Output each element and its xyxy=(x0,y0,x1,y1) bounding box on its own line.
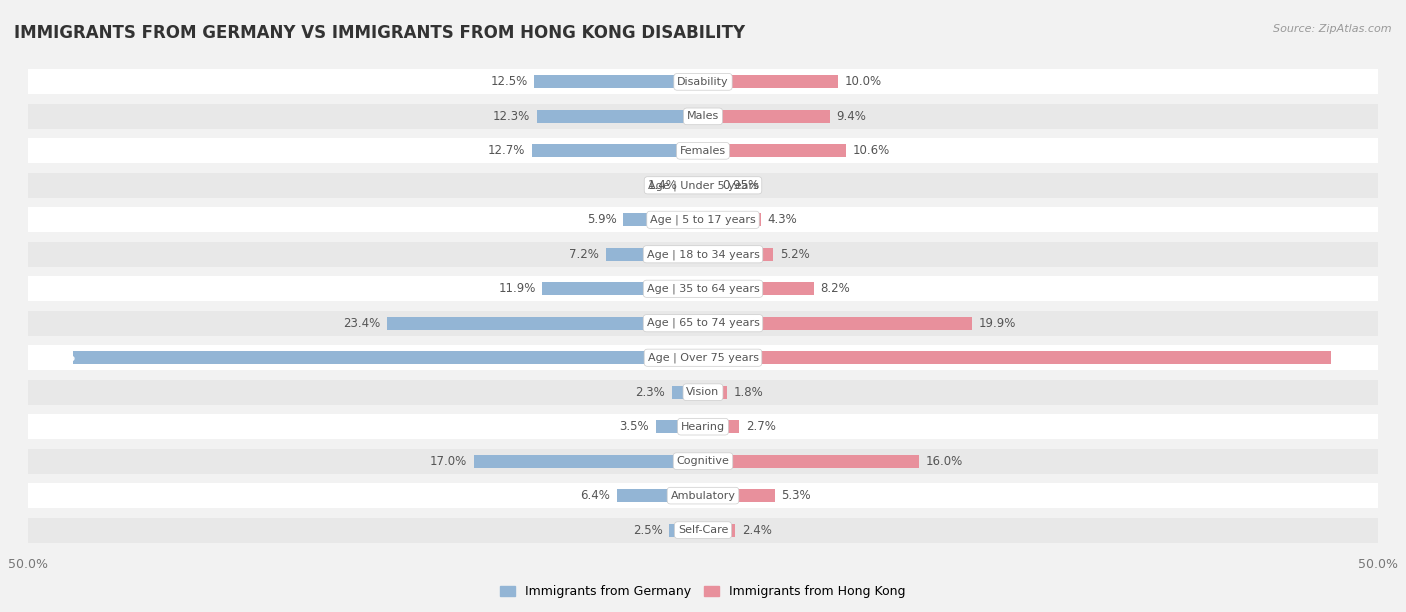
Text: 2.5%: 2.5% xyxy=(633,524,662,537)
Bar xyxy=(703,248,773,261)
Bar xyxy=(28,449,1378,474)
Bar xyxy=(28,242,1378,267)
Text: 12.7%: 12.7% xyxy=(488,144,524,157)
Text: 12.3%: 12.3% xyxy=(494,110,530,123)
Bar xyxy=(703,179,716,192)
Bar xyxy=(28,173,1378,198)
Text: 1.4%: 1.4% xyxy=(648,179,678,192)
Bar xyxy=(28,104,1378,129)
Text: 9.4%: 9.4% xyxy=(837,110,866,123)
Bar xyxy=(537,110,703,123)
Bar xyxy=(703,213,761,226)
Text: 16.0%: 16.0% xyxy=(925,455,963,468)
Bar xyxy=(387,316,703,330)
Bar xyxy=(28,277,1378,301)
Bar xyxy=(703,386,727,399)
Bar xyxy=(543,282,703,296)
Text: 3.5%: 3.5% xyxy=(620,420,650,433)
Text: 8.2%: 8.2% xyxy=(821,282,851,295)
Bar xyxy=(703,489,775,502)
Text: Females: Females xyxy=(681,146,725,156)
Bar xyxy=(703,455,920,468)
Bar xyxy=(534,75,703,89)
Text: Hearing: Hearing xyxy=(681,422,725,431)
Text: Self-Care: Self-Care xyxy=(678,525,728,535)
Bar xyxy=(703,316,972,330)
Text: Cognitive: Cognitive xyxy=(676,456,730,466)
Text: Age | 18 to 34 years: Age | 18 to 34 years xyxy=(647,249,759,259)
Bar xyxy=(606,248,703,261)
Legend: Immigrants from Germany, Immigrants from Hong Kong: Immigrants from Germany, Immigrants from… xyxy=(495,580,911,603)
Bar xyxy=(28,345,1378,370)
Bar xyxy=(617,489,703,502)
Bar xyxy=(73,351,703,364)
Bar xyxy=(703,420,740,433)
Bar xyxy=(672,386,703,399)
Text: 5.3%: 5.3% xyxy=(782,489,811,502)
Bar xyxy=(703,144,846,157)
Text: Ambulatory: Ambulatory xyxy=(671,491,735,501)
Bar xyxy=(28,483,1378,508)
Text: Age | Under 5 years: Age | Under 5 years xyxy=(648,180,758,190)
Bar xyxy=(474,455,703,468)
Bar xyxy=(531,144,703,157)
Bar xyxy=(28,414,1378,439)
Text: 5.9%: 5.9% xyxy=(586,214,617,226)
Text: 0.95%: 0.95% xyxy=(723,179,759,192)
Text: Age | 35 to 64 years: Age | 35 to 64 years xyxy=(647,283,759,294)
Text: 2.4%: 2.4% xyxy=(742,524,772,537)
Text: 5.2%: 5.2% xyxy=(780,248,810,261)
Text: 4.3%: 4.3% xyxy=(768,214,797,226)
Bar xyxy=(703,351,1330,364)
Text: Males: Males xyxy=(688,111,718,121)
Bar xyxy=(28,311,1378,335)
Bar xyxy=(669,523,703,537)
Text: 46.5%: 46.5% xyxy=(1330,351,1371,364)
Bar xyxy=(28,207,1378,232)
Bar xyxy=(685,179,703,192)
Text: 1.8%: 1.8% xyxy=(734,386,763,398)
Text: 11.9%: 11.9% xyxy=(498,282,536,295)
Text: 12.5%: 12.5% xyxy=(491,75,527,88)
Text: 10.6%: 10.6% xyxy=(853,144,890,157)
Text: 23.4%: 23.4% xyxy=(343,317,381,330)
Bar xyxy=(623,213,703,226)
Text: Age | 65 to 74 years: Age | 65 to 74 years xyxy=(647,318,759,329)
Text: Source: ZipAtlas.com: Source: ZipAtlas.com xyxy=(1274,24,1392,34)
Text: 17.0%: 17.0% xyxy=(430,455,467,468)
Text: 10.0%: 10.0% xyxy=(845,75,882,88)
Bar xyxy=(28,138,1378,163)
Text: 6.4%: 6.4% xyxy=(581,489,610,502)
Text: Age | Over 75 years: Age | Over 75 years xyxy=(648,353,758,363)
Text: IMMIGRANTS FROM GERMANY VS IMMIGRANTS FROM HONG KONG DISABILITY: IMMIGRANTS FROM GERMANY VS IMMIGRANTS FR… xyxy=(14,24,745,42)
Bar xyxy=(703,75,838,89)
Text: Vision: Vision xyxy=(686,387,720,397)
Bar xyxy=(703,282,814,296)
Text: Disability: Disability xyxy=(678,77,728,87)
Text: Age | 5 to 17 years: Age | 5 to 17 years xyxy=(650,215,756,225)
Bar xyxy=(28,380,1378,405)
Text: 19.9%: 19.9% xyxy=(979,317,1015,330)
Bar xyxy=(28,518,1378,542)
Text: 2.7%: 2.7% xyxy=(747,420,776,433)
Text: 46.7%: 46.7% xyxy=(35,351,76,364)
Bar xyxy=(703,110,830,123)
Bar xyxy=(703,523,735,537)
Text: 7.2%: 7.2% xyxy=(569,248,599,261)
Bar xyxy=(655,420,703,433)
Text: 2.3%: 2.3% xyxy=(636,386,665,398)
Bar xyxy=(28,70,1378,94)
